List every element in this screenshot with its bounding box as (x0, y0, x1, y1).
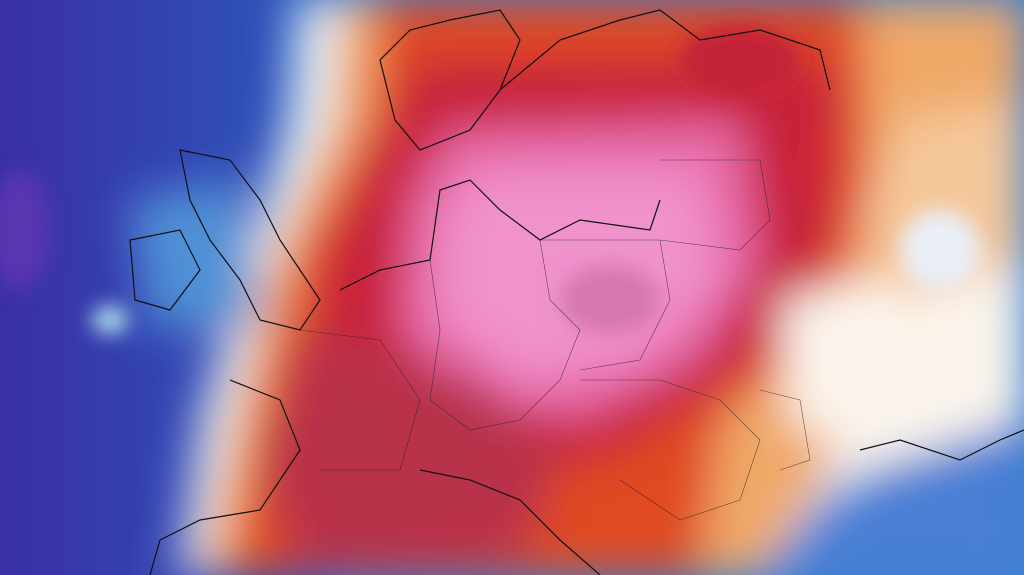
anomaly-detail (0, 25, 980, 335)
france-border (299, 329, 421, 471)
ireland-coast (129, 229, 201, 311)
britain-coast (179, 149, 321, 331)
anomaly-field (130, 0, 1024, 575)
baltic-border (659, 159, 771, 251)
black-sea-coast (859, 429, 1024, 461)
balkan-border (580, 379, 761, 521)
borders (299, 159, 811, 521)
germany-border (429, 239, 581, 431)
atlantic-coast (149, 379, 301, 575)
poland-border (540, 239, 671, 371)
nordic-coast (499, 9, 831, 91)
moldova-border (759, 389, 811, 471)
mediterranean-coast (419, 469, 601, 575)
coastlines (129, 9, 1024, 575)
scandinavia-coast (379, 9, 521, 151)
north-sea-coast (339, 179, 661, 291)
